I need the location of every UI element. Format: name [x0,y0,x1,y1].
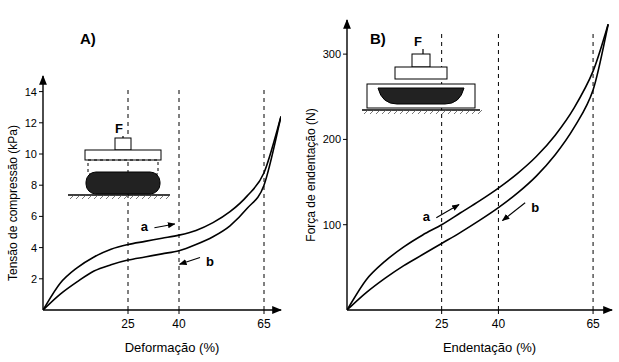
ground-hatch [466,110,470,114]
series-label: a [141,219,149,234]
x-tick-label: 40 [492,317,506,331]
series-group [347,24,608,310]
ground-hatch [478,110,482,114]
x-axis [43,309,281,310]
title: A) [80,30,96,47]
y-tick-label: 6 [31,210,37,222]
x-tick-label: 25 [435,317,449,331]
sample [378,88,464,104]
inset: F [362,34,482,114]
x-axis [347,309,612,310]
y-axis-label: Tensão de compressão (kPa) [6,125,20,281]
ground-hatch [376,110,380,114]
y-tick-label: 200 [323,133,341,145]
x-tick-label: 65 [257,317,271,331]
series-line [43,117,281,310]
ground-hatch [454,110,458,114]
stem [412,54,430,67]
y-tick-label: 10 [25,148,37,160]
chart: 25 40 65 100 200 300 a b B) Endentação (%) Força d… [304,20,612,355]
y-tick-label: 8 [31,179,37,191]
ground-hatch [442,110,446,114]
background [0,0,619,362]
stem [115,138,131,150]
direction-arrow [180,257,200,264]
y-tick-label: 300 [323,48,341,60]
ground-hatch [88,195,92,199]
ground-hatch [388,110,392,114]
ground-hatch [136,195,140,199]
ground-hatch [112,195,116,199]
y-tick-label: 12 [25,117,37,129]
x-axis-label: Endentação (%) [443,340,536,355]
ground-hatch [130,195,134,199]
ground-hatch [76,195,80,199]
ground-hatch [460,110,464,114]
ground-hatch [160,195,164,199]
plate [85,150,161,160]
ground-hatch [70,195,74,199]
x-tick-label: 65 [586,317,600,331]
ground-hatch [418,110,422,114]
ground-hatch [370,110,374,114]
series-line [347,24,608,310]
direction-arrow [502,203,525,221]
ground-hatch [82,195,86,199]
ground-hatch [364,110,368,114]
x-tick-label: 25 [121,317,135,331]
grid-line [264,86,265,310]
ground-hatch [394,110,398,114]
chart: 25 40 65 2 4 6 8 10 12 14 a b A) Deformação (%) Tensão… [6,30,281,355]
series-label: b [531,200,539,215]
grid-line [128,86,129,310]
ground-hatch [412,110,416,114]
direction-arrow [154,224,174,228]
ground-hatch [94,195,98,199]
series-line [43,117,281,310]
series-group [43,117,281,310]
y-axis [346,20,347,310]
ground-hatch [118,195,122,199]
support [367,84,475,108]
ground-hatch [406,110,410,114]
ground-hatch [436,110,440,114]
x-tick-label: 40 [172,317,186,331]
y-axis-label: Força de endentação (N) [304,108,318,241]
indenter [395,67,447,79]
y-tick-label: 14 [25,86,37,98]
y-tick-label: 4 [31,242,37,254]
ground-hatch [400,110,404,114]
ground-hatch [154,195,158,199]
ground-hatch [448,110,452,114]
ground [68,194,170,195]
series-label: a [423,209,431,224]
ground-hatch [142,195,146,199]
ground-hatch [472,110,476,114]
ground-hatch [382,110,386,114]
y-tick-label: 2 [31,273,37,285]
force-label: F [414,34,422,49]
ground-hatch [430,110,434,114]
y-axis [42,76,43,310]
grid-line [498,30,499,310]
direction-arrow [436,205,459,218]
force-label: F [115,121,123,136]
series-label: b [206,254,214,269]
ground-hatch [100,195,104,199]
ground-hatch [124,195,128,199]
series-line [347,24,608,310]
x-axis-label: Deformação (%) [125,340,220,355]
y-tick-label: 100 [323,219,341,231]
inset: F [68,121,170,199]
sample [86,172,160,194]
title: B) [370,30,386,47]
ground-hatch [166,195,170,199]
ground-hatch [424,110,428,114]
chart-canvas: 25 40 65 2 4 6 8 10 12 14 a b A) Deformação (%) Tensão… [0,0,619,362]
ground-hatch [148,195,152,199]
ground-hatch [106,195,110,199]
grid-line [179,86,180,310]
